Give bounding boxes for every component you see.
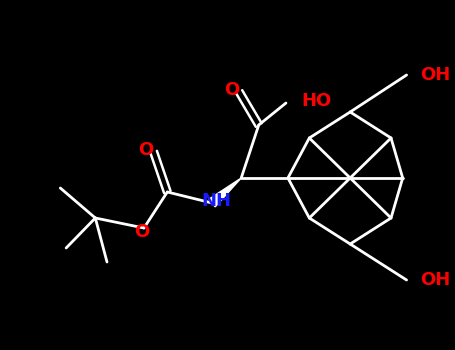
Polygon shape [209, 178, 241, 207]
Text: HO: HO [302, 92, 332, 110]
Text: OH: OH [420, 66, 450, 84]
Text: O: O [134, 223, 150, 241]
Text: NH: NH [201, 192, 231, 210]
Text: O: O [224, 81, 239, 99]
Text: O: O [138, 141, 153, 159]
Text: OH: OH [420, 271, 450, 289]
